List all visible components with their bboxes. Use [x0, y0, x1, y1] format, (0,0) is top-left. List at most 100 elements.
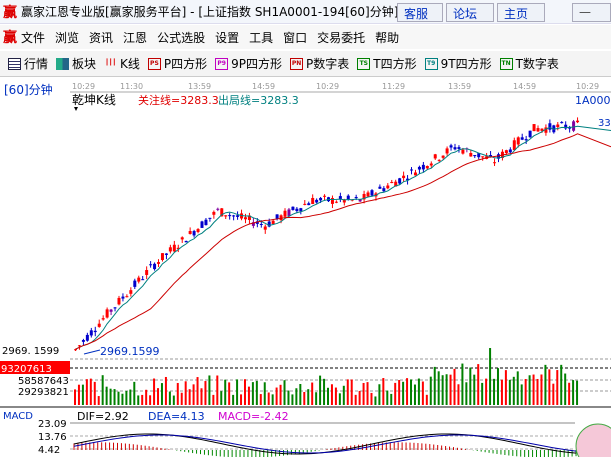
candle [421, 164, 425, 170]
menu-item[interactable]: 工具 [249, 30, 274, 45]
volume-bar [145, 389, 148, 405]
candle [184, 240, 188, 243]
candle [255, 221, 259, 224]
candle [473, 154, 477, 157]
chart-area[interactable]: [60]分钟 10:29 11:30 13:59 14:59 10:29 11:29 13:5… [0, 78, 611, 457]
toolbar-button[interactable]: 板块 [56, 55, 96, 72]
candle [378, 186, 382, 189]
volume-bar [77, 384, 80, 405]
toolbar-label: K线 [120, 57, 140, 71]
volume-bar [366, 382, 369, 405]
toolbar-label: T数字表 [515, 57, 559, 71]
volume-bar [544, 364, 547, 405]
candle [157, 262, 161, 264]
candle [354, 197, 358, 199]
volume-bar [125, 390, 128, 405]
toolbar-button[interactable]: T9 9T四方形 [424, 55, 492, 72]
volume-bar [109, 388, 112, 405]
volume-bar [489, 348, 492, 405]
time-label: 10:29 [576, 82, 599, 91]
time-label: 11:29 [382, 82, 405, 91]
menu-item[interactable]: 交易委托 [317, 30, 366, 45]
home-button[interactable]: 主页 [497, 3, 545, 22]
t9-icon: T9 [424, 57, 438, 70]
toolbar-label: P数字表 [306, 57, 350, 71]
volume-bar [330, 384, 333, 405]
menu-bar: 赢 文件 浏览 资讯 江恩 公式选股 设置 工具 窗口 交易委托 帮助 [0, 25, 611, 49]
candle [540, 128, 544, 131]
candle [93, 330, 97, 333]
volume-bar [496, 368, 499, 405]
candle [247, 215, 251, 220]
candle [496, 154, 500, 159]
candle [516, 137, 520, 145]
menu-item[interactable]: 帮助 [375, 30, 400, 45]
candle [556, 124, 560, 128]
volume-bar [74, 389, 76, 405]
volume-bar [453, 368, 456, 405]
volume-bar [153, 378, 156, 405]
volume-bar [386, 390, 389, 405]
candle [208, 217, 212, 219]
volume-bar [192, 384, 195, 405]
candle [366, 192, 370, 197]
candle [287, 209, 291, 216]
minimize-button[interactable]: — [572, 3, 611, 22]
time-label: 13:59 [188, 82, 211, 91]
volume-bar [319, 375, 322, 405]
toolbar-button[interactable]: PS P四方形 [147, 55, 207, 72]
time-label: 10:29 [72, 82, 95, 91]
toolbar-button[interactable]: TS T四方形 [357, 55, 417, 72]
candle [449, 145, 453, 148]
forum-button[interactable]: 论坛 [446, 3, 494, 22]
candle [204, 219, 208, 226]
candle [279, 215, 283, 221]
menu-item[interactable]: 文件 [21, 30, 46, 45]
volume-bar [164, 376, 167, 405]
volume-bar [564, 373, 567, 405]
toolbar-button[interactable]: TN T数字表 [499, 55, 559, 72]
volume-bar [445, 374, 448, 405]
volume-bar [524, 379, 527, 405]
candle [89, 330, 93, 336]
candle [153, 263, 157, 270]
volume-bar [240, 394, 243, 405]
candle [295, 208, 299, 212]
volume-bar [259, 394, 262, 405]
toolbar-button[interactable]: ┃┃┃ K线 [104, 55, 140, 72]
volume-bar [398, 380, 401, 405]
volume-bar [417, 378, 420, 405]
menu-item[interactable]: 窗口 [283, 30, 308, 45]
candle [429, 163, 433, 166]
volume-bar [473, 374, 476, 405]
focus-line-label: 关注线=3283.3 [138, 93, 219, 107]
candle [330, 198, 334, 204]
menu-item[interactable]: 设置 [215, 30, 240, 45]
menu-item[interactable]: 江恩 [123, 30, 148, 45]
volume-bar [362, 382, 365, 405]
toolbar-button[interactable]: P9 9P四方形 [215, 55, 282, 72]
symbol-label: 1A000 [575, 94, 611, 107]
volume-bar [160, 383, 163, 405]
volume-bar [378, 384, 381, 405]
right-value-partial: 33 [598, 118, 611, 129]
volume-bar [243, 379, 246, 405]
candle [564, 124, 568, 129]
candle [457, 147, 461, 149]
volume-bar [382, 378, 385, 405]
volume-bar [410, 379, 413, 405]
volume-bar [323, 378, 326, 405]
candle [149, 264, 153, 266]
menu-item[interactable]: 公式选股 [157, 30, 206, 45]
volume-bar [93, 381, 96, 405]
toolbar-button[interactable]: PN P数字表 [290, 55, 349, 72]
service-button[interactable]: 客服 [397, 3, 443, 22]
candle [303, 203, 307, 205]
volume-bar [560, 364, 563, 405]
toolbar-button[interactable]: 行情 [8, 55, 48, 72]
menu-item[interactable]: 资讯 [89, 30, 114, 45]
menu-item[interactable]: 浏览 [55, 30, 80, 45]
low-pointer [83, 349, 101, 355]
volume-bar [224, 379, 227, 405]
candle [568, 127, 572, 129]
